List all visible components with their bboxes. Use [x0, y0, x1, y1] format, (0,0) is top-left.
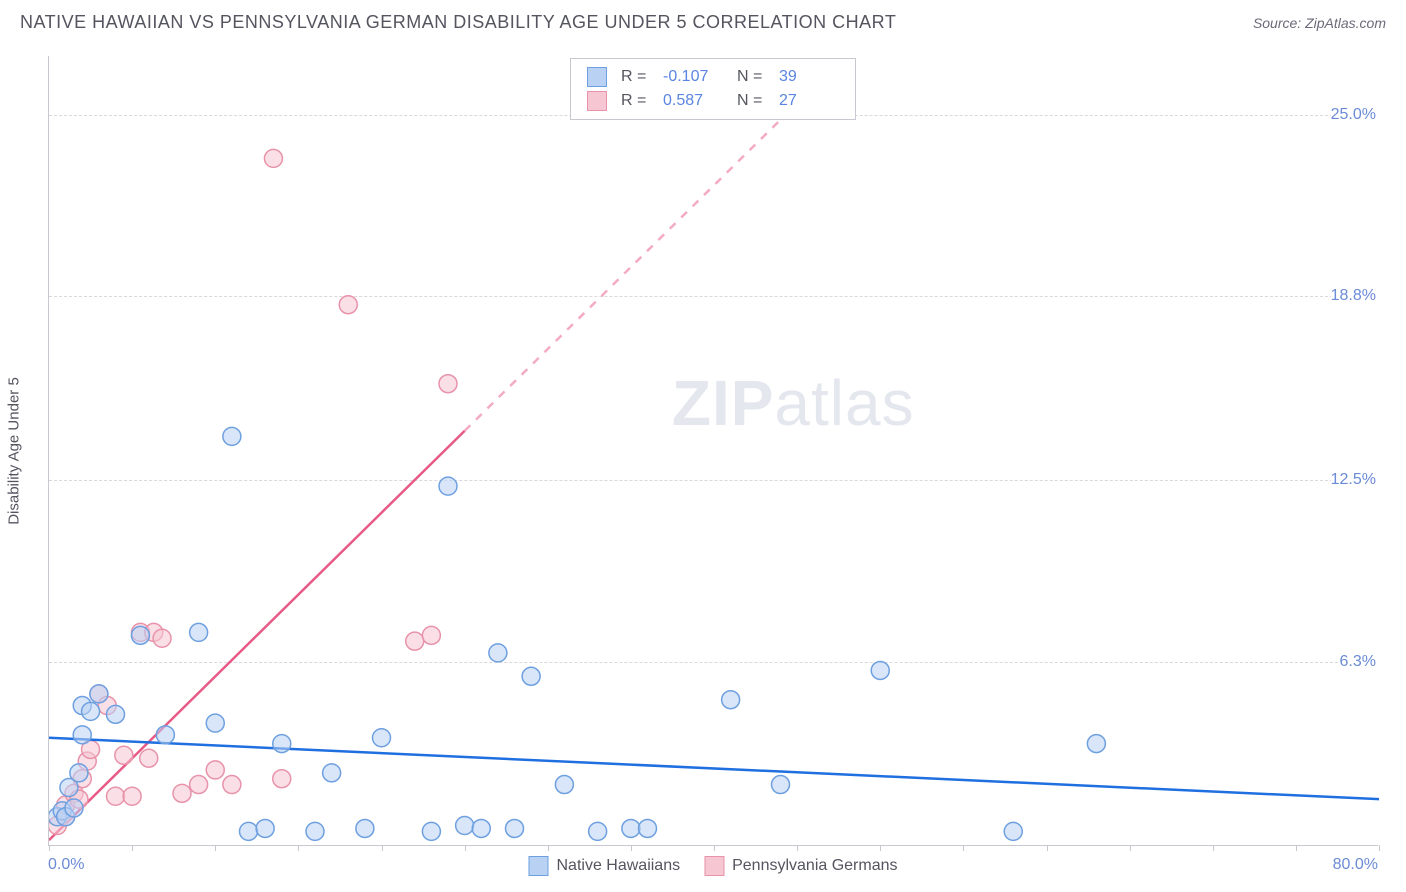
y-axis-title: Disability Age Under 5	[6, 377, 23, 525]
legend-swatch	[587, 91, 607, 111]
series-legend: Native Hawaiians Pennsylvania Germans	[528, 856, 897, 876]
data-point[interactable]	[131, 626, 149, 644]
data-point[interactable]	[356, 819, 374, 837]
data-point[interactable]	[639, 819, 657, 837]
data-point[interactable]	[489, 644, 507, 662]
legend-label: Pennsylvania Germans	[732, 857, 897, 875]
data-point[interactable]	[70, 764, 88, 782]
data-point[interactable]	[439, 477, 457, 495]
legend-item: Pennsylvania Germans	[704, 856, 897, 876]
legend-swatch	[704, 856, 724, 876]
legend-r-label: R =	[621, 92, 649, 110]
data-point[interactable]	[190, 776, 208, 794]
data-point[interactable]	[73, 726, 91, 744]
data-point[interactable]	[256, 819, 274, 837]
data-point[interactable]	[107, 705, 125, 723]
data-point[interactable]	[90, 685, 108, 703]
x-axis-max-label: 80.0%	[1333, 856, 1378, 874]
data-point[interactable]	[522, 667, 540, 685]
data-point[interactable]	[240, 822, 258, 840]
trend-line-extrapolated	[465, 71, 831, 431]
legend-item: Native Hawaiians	[528, 856, 680, 876]
correlation-legend: R = -0.107 N = 39 R = 0.587 N = 27	[570, 58, 856, 120]
data-point[interactable]	[273, 770, 291, 788]
legend-n-value: 27	[779, 92, 839, 110]
data-point[interactable]	[422, 626, 440, 644]
data-point[interactable]	[589, 822, 607, 840]
data-point[interactable]	[65, 799, 83, 817]
data-point[interactable]	[1004, 822, 1022, 840]
data-point[interactable]	[373, 729, 391, 747]
data-point[interactable]	[456, 817, 474, 835]
data-point[interactable]	[264, 149, 282, 167]
data-point[interactable]	[1087, 735, 1105, 753]
data-point[interactable]	[190, 623, 208, 641]
source-attribution: Source: ZipAtlas.com	[1253, 15, 1386, 31]
data-point[interactable]	[306, 822, 324, 840]
data-point[interactable]	[223, 427, 241, 445]
data-point[interactable]	[273, 735, 291, 753]
data-point[interactable]	[555, 776, 573, 794]
chart-container: Disability Age Under 5 ZIPatlas 6.3%12.5…	[48, 56, 1378, 846]
legend-n-label: N =	[737, 68, 765, 86]
scatter-svg	[49, 56, 1379, 846]
legend-row: R = 0.587 N = 27	[587, 89, 839, 113]
legend-swatch	[528, 856, 548, 876]
data-point[interactable]	[772, 776, 790, 794]
data-point[interactable]	[206, 714, 224, 732]
legend-r-value: 0.587	[663, 92, 723, 110]
data-point[interactable]	[506, 819, 524, 837]
data-point[interactable]	[123, 787, 141, 805]
data-point[interactable]	[206, 761, 224, 779]
data-point[interactable]	[82, 702, 100, 720]
legend-swatch	[587, 67, 607, 87]
chart-title: NATIVE HAWAIIAN VS PENNSYLVANIA GERMAN D…	[20, 12, 896, 33]
legend-r-value: -0.107	[663, 68, 723, 86]
data-point[interactable]	[223, 776, 241, 794]
legend-n-label: N =	[737, 92, 765, 110]
data-point[interactable]	[871, 661, 889, 679]
data-point[interactable]	[722, 691, 740, 709]
data-point[interactable]	[153, 629, 171, 647]
data-point[interactable]	[156, 726, 174, 744]
x-axis-min-label: 0.0%	[48, 856, 84, 874]
data-point[interactable]	[323, 764, 341, 782]
trend-line	[49, 431, 465, 840]
data-point[interactable]	[115, 746, 133, 764]
legend-row: R = -0.107 N = 39	[587, 65, 839, 89]
data-point[interactable]	[472, 819, 490, 837]
data-point[interactable]	[439, 375, 457, 393]
trend-line	[49, 738, 1379, 799]
plot-area: ZIPatlas 6.3%12.5%18.8%25.0%	[48, 56, 1378, 846]
data-point[interactable]	[140, 749, 158, 767]
data-point[interactable]	[622, 819, 640, 837]
data-point[interactable]	[173, 784, 191, 802]
legend-r-label: R =	[621, 68, 649, 86]
legend-label: Native Hawaiians	[556, 857, 680, 875]
data-point[interactable]	[406, 632, 424, 650]
x-tick	[1379, 845, 1380, 851]
legend-n-value: 39	[779, 68, 839, 86]
data-point[interactable]	[422, 822, 440, 840]
data-point[interactable]	[339, 296, 357, 314]
data-point[interactable]	[107, 787, 125, 805]
